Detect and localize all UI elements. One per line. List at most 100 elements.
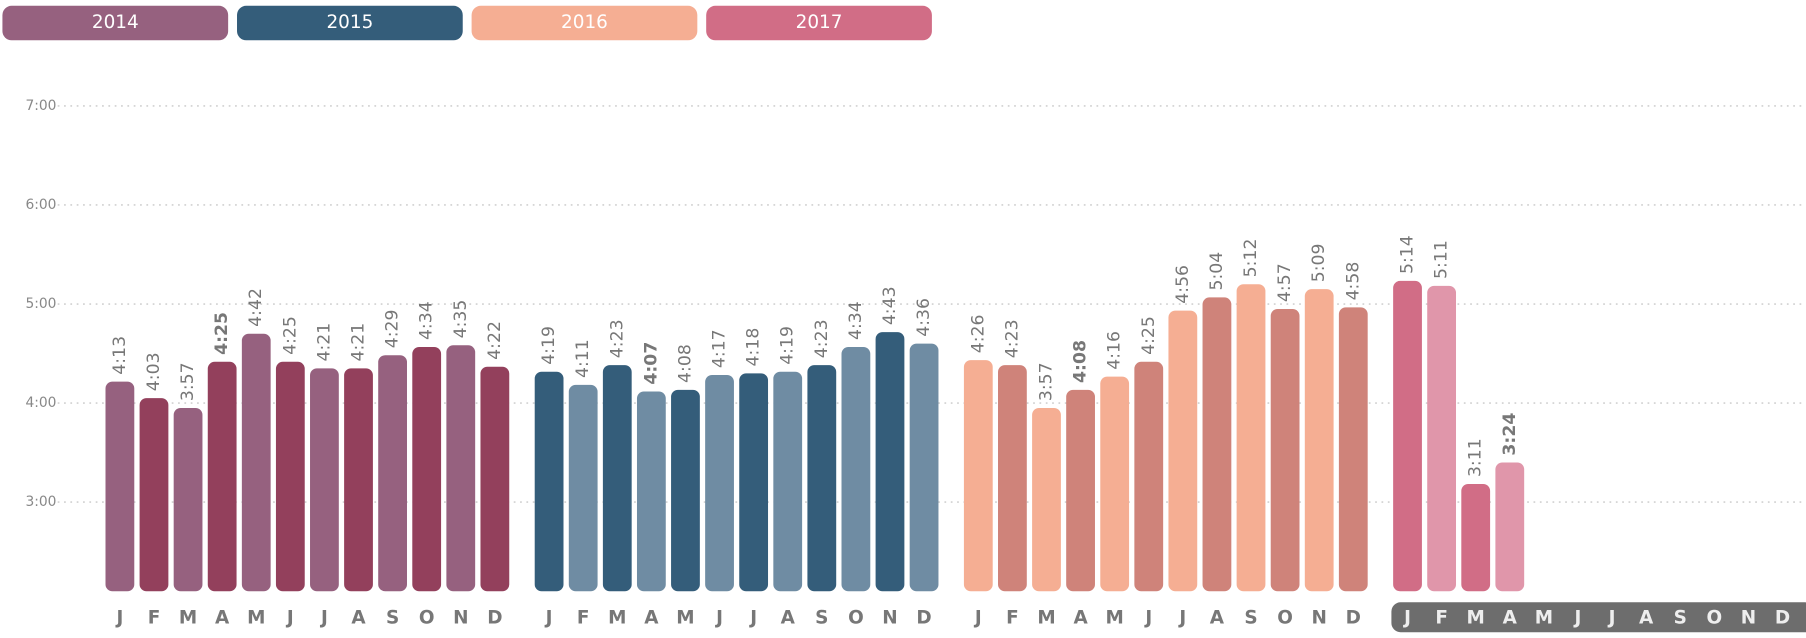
x-tick-label: O <box>1706 607 1722 628</box>
value-label: 4:34 <box>417 301 437 340</box>
x-tick-label: J <box>1177 607 1186 628</box>
x-tick-label: J <box>1607 607 1616 628</box>
bar <box>344 368 373 592</box>
value-label: 4:11 <box>573 339 593 378</box>
x-tick-label: O <box>419 607 435 628</box>
value-label: 4:08 <box>675 344 695 383</box>
legend-button[interactable] <box>237 5 463 41</box>
bar <box>963 360 993 592</box>
value-label: 4:26 <box>968 314 988 353</box>
bar <box>241 333 271 592</box>
value-label: 4:25 <box>1139 316 1159 355</box>
x-tick-label: O <box>1277 607 1293 628</box>
value-label: 4:56 <box>1173 265 1193 304</box>
bar <box>173 408 203 592</box>
x-tick-label: A <box>215 607 230 628</box>
value-label: 5:04 <box>1207 252 1227 291</box>
legend-label[interactable]: 2016 <box>561 12 608 33</box>
bar <box>1066 389 1095 592</box>
y-tick-label: 7:00 <box>25 98 56 114</box>
legend-label[interactable]: 2017 <box>796 12 843 33</box>
x-tick-label: A <box>1210 607 1225 628</box>
value-label: 5:09 <box>1309 243 1329 282</box>
x-tick-label: F <box>1435 607 1448 628</box>
bar <box>105 381 135 592</box>
x-tick-label: J <box>1143 607 1152 628</box>
value-label: 4:23 <box>607 319 627 358</box>
bar <box>1461 483 1491 592</box>
x-tick-label: A <box>644 607 659 628</box>
y-tick-label: 3:00 <box>25 494 56 510</box>
x-tick-label: N <box>453 607 468 628</box>
bar <box>1304 289 1334 592</box>
bar <box>1236 284 1266 592</box>
bar <box>1270 308 1300 592</box>
value-label: 4:29 <box>383 310 403 349</box>
bar <box>807 365 837 592</box>
bar <box>412 346 442 592</box>
x-tick-label: N <box>1311 607 1326 628</box>
bar <box>875 332 905 592</box>
bar <box>1427 285 1457 592</box>
value-label: 4:35 <box>451 300 471 339</box>
bar <box>1134 361 1164 592</box>
bar <box>139 398 169 592</box>
x-tick-label: D <box>1346 607 1361 628</box>
x-tick-label: S <box>386 607 399 628</box>
bar <box>207 361 237 592</box>
bar <box>1100 376 1130 592</box>
x-tick-label: F <box>148 607 161 628</box>
x-tick-label: M <box>1467 607 1485 628</box>
x-tick-label: J <box>319 607 328 628</box>
x-tick-label: J <box>114 607 123 628</box>
value-label: 4:03 <box>144 352 164 391</box>
x-tick-label: A <box>351 607 366 628</box>
value-label: 4:57 <box>1275 263 1295 302</box>
x-tick-label: M <box>1535 607 1553 628</box>
x-tick-label: J <box>1402 607 1411 628</box>
legend-button[interactable] <box>471 5 698 41</box>
legend-label[interactable]: 2014 <box>92 12 139 33</box>
x-tick-label: M <box>179 607 197 628</box>
bar <box>636 391 666 592</box>
bar <box>1495 462 1525 592</box>
legend-label[interactable]: 2015 <box>326 12 373 33</box>
x-tick-label: D <box>487 607 502 628</box>
x-tick-label: M <box>676 607 694 628</box>
y-tick-label: 4:00 <box>25 395 56 411</box>
bar <box>480 366 510 592</box>
bar <box>602 365 632 592</box>
x-tick-label: J <box>748 607 757 628</box>
x-tick-label: A <box>781 607 796 628</box>
x-tick-label: M <box>1037 607 1055 628</box>
value-label: 3:11 <box>1466 438 1486 477</box>
value-label: 5:14 <box>1398 235 1418 274</box>
x-tick-label: D <box>916 607 931 628</box>
value-label: 4:21 <box>349 323 369 362</box>
value-label: 4:34 <box>846 301 866 340</box>
value-label: 4:17 <box>710 329 730 368</box>
value-label: 4:23 <box>1002 319 1022 358</box>
value-label: 4:19 <box>778 326 798 365</box>
legend-button[interactable] <box>706 5 932 41</box>
value-label: 4:25 <box>212 312 232 355</box>
bar <box>1338 307 1368 592</box>
value-label: 4:18 <box>744 328 764 367</box>
bar <box>568 384 598 592</box>
legend-button[interactable] <box>2 5 229 41</box>
value-label: 3:57 <box>1036 362 1056 401</box>
bar <box>1393 280 1422 592</box>
value-label: 4:22 <box>485 321 505 360</box>
bar <box>534 371 564 592</box>
x-tick-label: M <box>247 607 265 628</box>
x-tick-label: F <box>1006 607 1019 628</box>
bar <box>1032 408 1061 592</box>
value-label: 4:42 <box>246 288 266 327</box>
value-label: 4:21 <box>314 323 334 362</box>
value-label: 4:13 <box>110 336 130 375</box>
x-tick-label: J <box>714 607 723 628</box>
current-year-pill <box>1391 602 1806 633</box>
x-tick-label: J <box>973 607 982 628</box>
x-tick-label: S <box>1674 607 1687 628</box>
